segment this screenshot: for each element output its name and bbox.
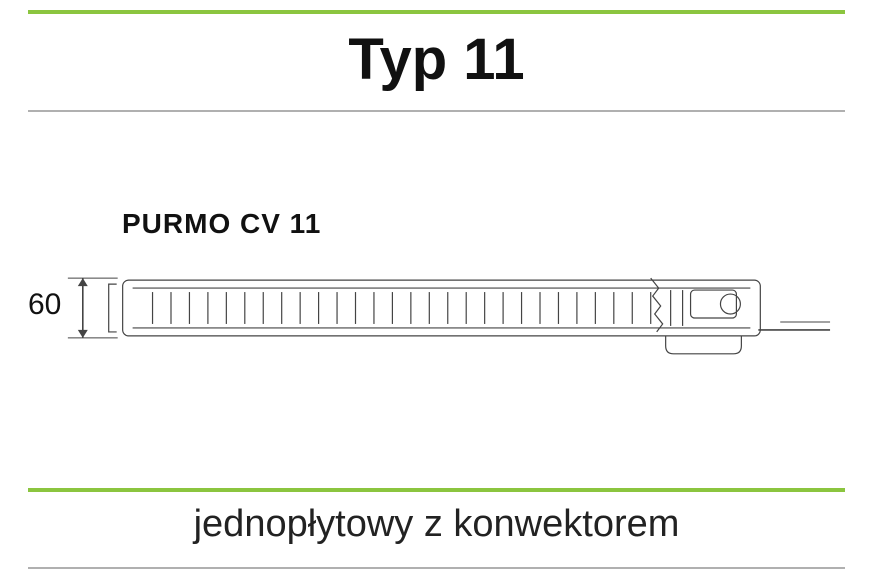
rule-green-top (28, 10, 845, 14)
rule-grey-bottom (28, 567, 845, 569)
page-title: Typ 11 (0, 26, 873, 93)
model-label: PURMO CV 11 (122, 208, 321, 240)
rule-green-bottom (28, 488, 845, 492)
radiator-side-view-diagram (28, 260, 845, 360)
rule-grey-under-title (28, 110, 845, 112)
radiator-svg (28, 260, 845, 360)
subtitle: jednopłytowy z konwektorem (0, 503, 873, 546)
